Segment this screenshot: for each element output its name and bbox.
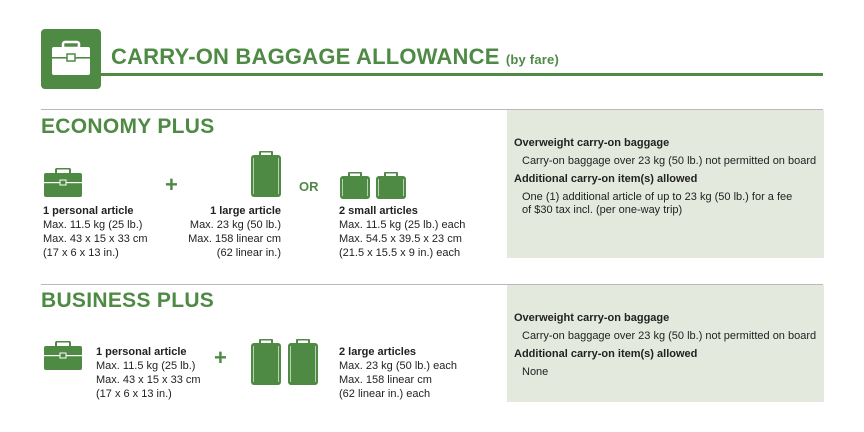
economy-small-bag-icon (375, 172, 407, 200)
economy-personal-line: Max. 11.5 kg (25 lb.) (43, 219, 143, 231)
business-overweight-text: Carry-on baggage over 23 kg (50 lb.) not… (522, 330, 817, 342)
economy-large-line: Max. 23 kg (50 lb.) (189, 219, 281, 231)
economy-overweight-heading: Overweight carry-on baggage (514, 137, 670, 149)
business-additional-line: None (522, 366, 549, 378)
economy-large-details: 1 large article Max. 23 kg (50 lb.) Max.… (171, 204, 281, 260)
business-large-bag-icon (287, 339, 319, 387)
business-large-details: 2 large articles Max. 23 kg (50 lb.) eac… (339, 345, 457, 401)
economy-additional-heading: Additional carry-on item(s) allowed (514, 173, 698, 185)
economy-personal-details: 1 personal article Max. 11.5 kg (25 lb.)… (43, 204, 148, 260)
business-large-line: Max. 158 linear cm (339, 374, 432, 386)
economy-small-line: Max. 54.5 x 39.5 x 23 cm (339, 233, 462, 245)
economy-personal-line: Max. 43 x 15 x 33 cm (43, 233, 148, 245)
business-large-title: 2 large articles (339, 346, 417, 358)
economy-plus-sign: + (165, 172, 178, 197)
economy-additional-line: One (1) additional article of up to 23 k… (522, 191, 793, 203)
business-info-panel: Overweight carry-on baggage Carry-on bag… (507, 285, 824, 402)
business-large-line: (62 linear in.) each (339, 388, 431, 400)
economy-large-title: 1 large article (210, 205, 281, 217)
page-subtitle: (by fare) (505, 52, 559, 67)
business-additional-heading: Additional carry-on item(s) allowed (514, 348, 698, 360)
economy-large-line: (62 linear in.) (216, 247, 281, 259)
economy-personal-bag-icon (43, 168, 83, 198)
business-personal-details: 1 personal article Max. 11.5 kg (25 lb.)… (96, 345, 201, 401)
header-rule (101, 73, 823, 76)
business-large-bag-icon (250, 339, 282, 387)
economy-additional-line: of $30 tax incl. (per one-way trip) (522, 204, 683, 216)
business-personal-line: Max. 43 x 15 x 33 cm (96, 374, 201, 386)
business-large-line: Max. 23 kg (50 lb.) each (339, 360, 458, 372)
economy-personal-title: 1 personal article (43, 205, 134, 217)
page-title-text: CARRY-ON BAGGAGE ALLOWANCE (111, 44, 500, 69)
economy-divider (41, 109, 823, 110)
economy-large-line: Max. 158 linear cm (188, 233, 281, 245)
page-title: CARRY-ON BAGGAGE ALLOWANCE (by fare) (111, 44, 559, 70)
economy-overweight-text: Carry-on baggage over 23 kg (50 lb.) not… (522, 155, 817, 167)
business-personal-line: (17 x 6 x 13 in.) (96, 388, 172, 400)
business-personal-line: Max. 11.5 kg (25 lb.) (96, 360, 196, 372)
economy-small-line: (21.5 x 15.5 x 9 in.) each (339, 247, 461, 259)
business-personal-title: 1 personal article (96, 346, 187, 358)
economy-small-bag-icon (339, 172, 371, 200)
business-overweight-heading: Overweight carry-on baggage (514, 312, 670, 324)
business-personal-bag-icon (43, 341, 83, 371)
economy-or-label: OR (299, 179, 319, 194)
business-title: BUSINESS PLUS (41, 289, 215, 312)
economy-small-details: 2 small articles Max. 11.5 kg (25 lb.) e… (339, 204, 465, 260)
economy-info-panel: Overweight carry-on baggage Carry-on bag… (507, 110, 824, 258)
economy-small-line: Max. 11.5 kg (25 lb.) each (339, 219, 466, 231)
economy-large-bag-icon (250, 151, 282, 199)
economy-small-title: 2 small articles (339, 205, 418, 217)
economy-personal-line: (17 x 6 x 13 in.) (43, 247, 119, 259)
economy-title: ECONOMY PLUS (41, 115, 215, 138)
business-divider (41, 284, 823, 285)
briefcase-icon (52, 40, 90, 75)
header-icon-box (41, 29, 101, 89)
business-plus-sign: + (214, 345, 227, 370)
